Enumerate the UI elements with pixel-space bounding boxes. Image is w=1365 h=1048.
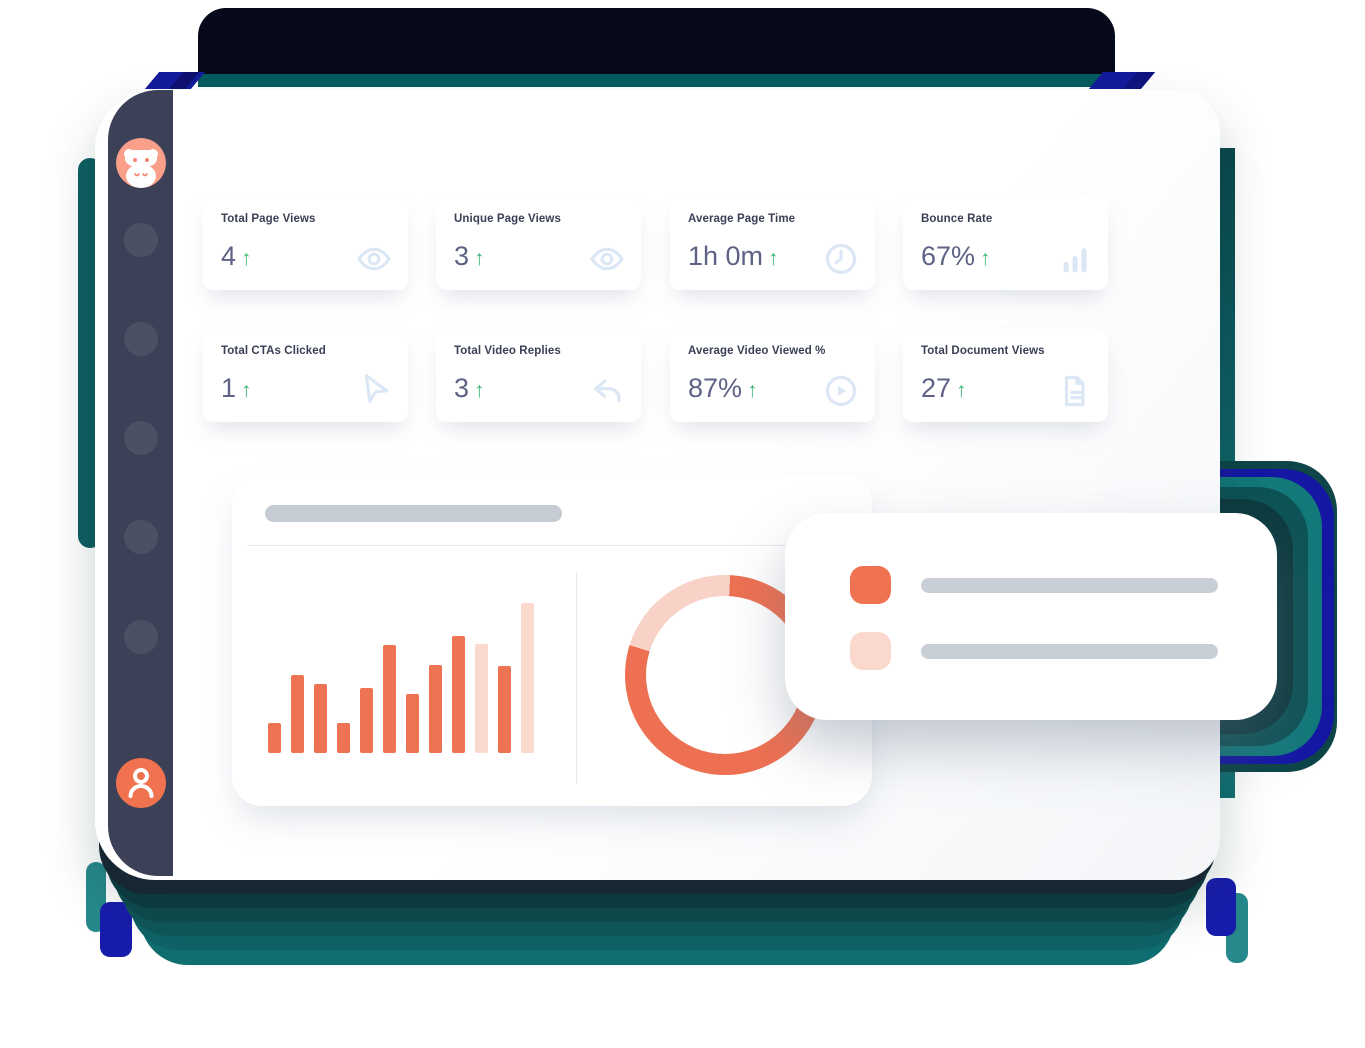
- panel-divider: [247, 545, 857, 546]
- stat-value: 1h 0m ↑: [688, 241, 779, 271]
- stat-value: 67% ↑: [921, 241, 991, 271]
- eye-icon: [589, 241, 625, 277]
- sidebar-nav-item-4[interactable]: [124, 520, 158, 554]
- stat-label: Total Video Replies: [454, 345, 561, 357]
- stat-label: Unique Page Views: [454, 213, 561, 225]
- donut-hole: [646, 596, 804, 754]
- stat-label: Total Document Views: [921, 345, 1045, 357]
- dashboard-window: Total Page Views 4 ↑ Unique Page Views 3 ↑…: [95, 90, 1220, 880]
- stat-card-bounce-rate: Bounce Rate 67% ↑: [903, 197, 1108, 290]
- stat-card-total-ctas-clicked: Total CTAs Clicked 1 ↑: [203, 329, 408, 422]
- bar-9: [452, 636, 465, 753]
- bar-2: [291, 675, 304, 753]
- sidebar-nav-item-3[interactable]: [124, 421, 158, 455]
- trend-up-arrow: ↑: [474, 379, 485, 402]
- reply-icon: [589, 373, 625, 409]
- trend-up-arrow: ↑: [768, 247, 779, 270]
- stat-label: Average Page Time: [688, 213, 796, 225]
- chart-divider: [576, 572, 577, 784]
- bar-chart: [268, 603, 570, 753]
- decor-top-teal-strip: [198, 74, 1110, 87]
- play-circle-icon: [823, 373, 859, 409]
- document-icon: [1056, 373, 1092, 409]
- bar-levels-icon: [1056, 241, 1092, 277]
- chart-title-placeholder: [265, 505, 562, 522]
- stat-card-average-video-viewed: Average Video Viewed % 87% ↑: [670, 329, 875, 422]
- legend-card: [785, 513, 1277, 720]
- stat-label: Total Page Views: [221, 213, 316, 225]
- stat-value: 1 ↑: [221, 373, 252, 403]
- bar-12: [521, 603, 534, 753]
- stat-label: Average Video Viewed %: [688, 345, 826, 357]
- legend-label-placeholder: [921, 578, 1218, 593]
- decor-navy-cap-left: [100, 902, 132, 957]
- stat-card-total-document-views: Total Document Views 27 ↑: [903, 329, 1108, 422]
- bar-5: [360, 688, 373, 753]
- stat-value: 27 ↑: [921, 373, 967, 403]
- trend-up-arrow: ↑: [956, 379, 967, 402]
- stat-card-average-page-time: Average Page Time 1h 0m ↑: [670, 197, 875, 290]
- charts-panel: [232, 474, 872, 806]
- cursor-icon: [356, 373, 392, 409]
- hippo-logo-icon: [116, 138, 166, 188]
- stat-value: 87% ↑: [688, 373, 758, 403]
- stat-card-total-page-views: Total Page Views 4 ↑: [203, 197, 408, 290]
- bar-11: [498, 666, 511, 753]
- legend-label-placeholder: [921, 644, 1218, 659]
- trend-up-arrow: ↑: [747, 379, 758, 402]
- stat-value: 4 ↑: [221, 241, 252, 271]
- trend-up-arrow: ↑: [980, 247, 991, 270]
- stat-card-total-video-replies: Total Video Replies 3 ↑: [436, 329, 641, 422]
- user-avatar[interactable]: [116, 758, 166, 808]
- trend-up-arrow: ↑: [474, 247, 485, 270]
- sidebar-nav-item-2[interactable]: [124, 322, 158, 356]
- bar-4: [337, 723, 350, 753]
- bar-7: [406, 694, 419, 753]
- sidebar-nav-item-5[interactable]: [124, 620, 158, 654]
- app-logo[interactable]: [116, 138, 166, 188]
- stat-label: Total CTAs Clicked: [221, 345, 326, 357]
- sidebar-nav-item-1[interactable]: [124, 223, 158, 257]
- bar-1: [268, 723, 281, 753]
- sidebar: [108, 90, 173, 876]
- legend-swatch-filled: [850, 566, 891, 604]
- trend-up-arrow: ↑: [241, 247, 252, 270]
- person-icon: [116, 758, 166, 808]
- bar-3: [314, 684, 327, 753]
- bar-6: [383, 645, 396, 753]
- stat-value: 3 ↑: [454, 373, 485, 403]
- stat-label: Bounce Rate: [921, 213, 993, 225]
- trend-up-arrow: ↑: [241, 379, 252, 402]
- legend-swatch-remainder: [850, 632, 891, 670]
- decor-navy-cap-right: [1206, 878, 1236, 936]
- stat-card-unique-page-views: Unique Page Views 3 ↑: [436, 197, 641, 290]
- decor-top-band: [198, 8, 1115, 76]
- stat-value: 3 ↑: [454, 241, 485, 271]
- bar-10: [475, 644, 488, 753]
- eye-icon: [356, 241, 392, 277]
- bar-8: [429, 665, 442, 753]
- clock-icon: [823, 241, 859, 277]
